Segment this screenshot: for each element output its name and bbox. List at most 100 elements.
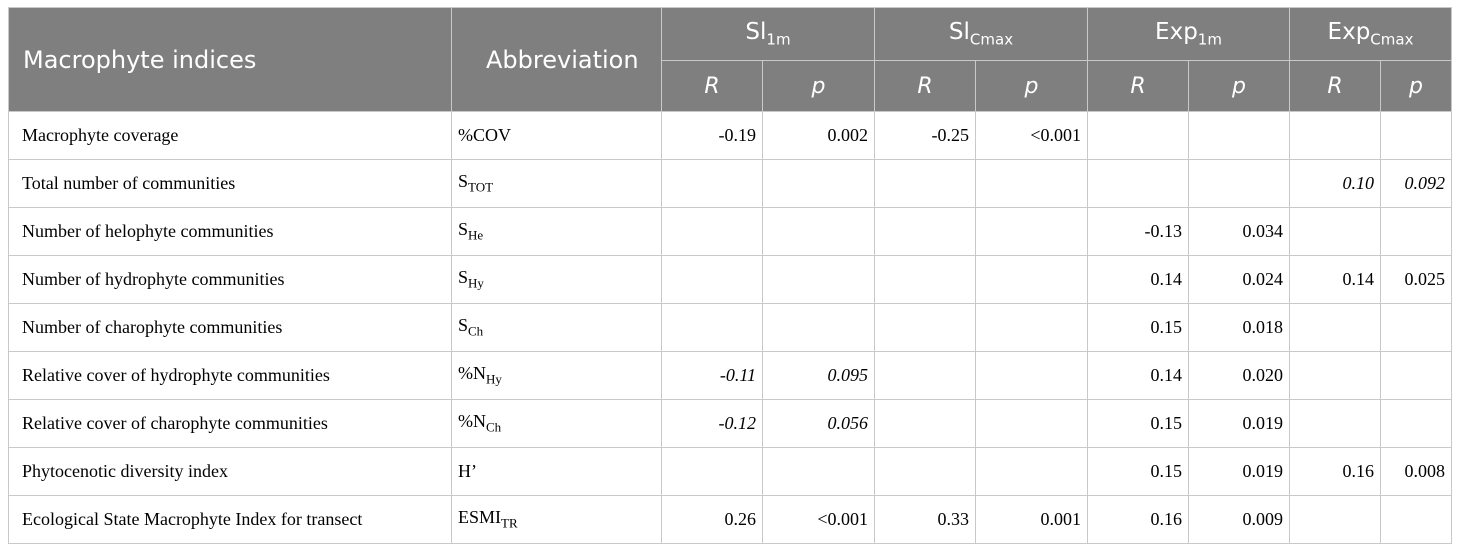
p-value-cell: <0.001: [975, 111, 1088, 160]
abbreviation-cell: SHe: [451, 207, 662, 256]
r-value-cell: [1289, 207, 1381, 256]
r-value-cell: 0.14: [1289, 255, 1381, 304]
table-row: Number of charophyte communities SCh 0.15 0…: [8, 303, 1452, 352]
abbreviation-base: %N: [458, 411, 486, 432]
r-value-cell: [1289, 495, 1381, 544]
abbreviation-base: S: [458, 315, 469, 336]
abbreviation-subscript: Hy: [486, 371, 502, 387]
table-row: Relative cover of hydrophyte communities…: [8, 351, 1452, 400]
r-value-cell: [1289, 351, 1381, 400]
p-value-cell: 0.034: [1188, 207, 1290, 256]
index-name-cell: Number of helophyte communities: [8, 207, 452, 256]
r-value-cell: [661, 255, 763, 304]
index-name-cell: Phytocenotic diversity index: [8, 447, 452, 496]
p-value-cell: 0.024: [1188, 255, 1290, 304]
abbreviation-cell: SHy: [451, 255, 662, 304]
r-value-cell: [874, 255, 976, 304]
abbreviation-base: ESMI: [458, 507, 502, 528]
header-p: p: [762, 60, 875, 112]
table-row: Number of hydrophyte communities SHy 0.14 0…: [8, 255, 1452, 304]
p-value-cell: [1380, 303, 1452, 352]
table-row: Relative cover of charophyte communities…: [8, 399, 1452, 448]
r-value-cell: 0.14: [1087, 255, 1189, 304]
r-value-cell: [1289, 399, 1381, 448]
p-value-cell: [1188, 159, 1290, 208]
r-value-cell: [874, 159, 976, 208]
r-value-cell: [1289, 303, 1381, 352]
header-sl-1m: Sl1m: [661, 7, 875, 61]
p-value-cell: [1380, 399, 1452, 448]
header-r: R: [1087, 60, 1189, 112]
abbreviation-subscript: Ch: [486, 419, 502, 435]
r-value-cell: [1289, 111, 1381, 160]
r-value-cell: 0.16: [1087, 495, 1189, 544]
r-value-cell: 0.16: [1289, 447, 1381, 496]
p-value-cell: [762, 447, 875, 496]
p-value-cell: 0.020: [1188, 351, 1290, 400]
r-value-cell: 0.14: [1087, 351, 1189, 400]
index-name-cell: Number of charophyte communities: [8, 303, 452, 352]
r-value-cell: -0.12: [661, 399, 763, 448]
p-value-cell: [1380, 207, 1452, 256]
r-value-cell: 0.15: [1087, 399, 1189, 448]
abbreviation-base: S: [458, 171, 469, 192]
p-value-cell: [975, 255, 1088, 304]
p-value-cell: [975, 351, 1088, 400]
abbreviation-base: %COV: [458, 125, 511, 145]
table-body: Macrophyte coverage %COV -0.19 0.002 -0.25 <0…: [8, 111, 1452, 544]
r-value-cell: 0.26: [661, 495, 763, 544]
abbreviation-base: %N: [458, 363, 486, 384]
header-p: p: [1188, 60, 1290, 112]
abbreviation-cell: %NHy: [451, 351, 662, 400]
index-name-cell: Relative cover of charophyte communities: [8, 399, 452, 448]
r-value-cell: [661, 303, 763, 352]
p-value-cell: [1380, 495, 1452, 544]
abbreviation-cell: %COV: [451, 111, 662, 160]
r-value-cell: [661, 207, 763, 256]
p-value-cell: [975, 207, 1088, 256]
p-value-cell: 0.018: [1188, 303, 1290, 352]
p-value-cell: [975, 159, 1088, 208]
abbreviation-cell: STOT: [451, 159, 662, 208]
r-value-cell: [1087, 159, 1189, 208]
r-value-cell: [874, 447, 976, 496]
abbreviation-subscript: Ch: [468, 323, 484, 339]
abbreviation-subscript: He: [468, 227, 484, 243]
header-p: p: [975, 60, 1088, 112]
r-value-cell: [874, 351, 976, 400]
header-r: R: [1289, 60, 1381, 112]
abbreviation-subscript: TR: [501, 515, 518, 531]
p-value-cell: 0.056: [762, 399, 875, 448]
table-row: Phytocenotic diversity index H’ 0.15 0.019 0…: [8, 447, 1452, 496]
r-value-cell: -0.25: [874, 111, 976, 160]
r-value-cell: 0.33: [874, 495, 976, 544]
r-value-cell: -0.13: [1087, 207, 1189, 256]
r-value-cell: -0.11: [661, 351, 763, 400]
p-value-cell: 0.095: [762, 351, 875, 400]
r-value-cell: [874, 399, 976, 448]
index-name-cell: Macrophyte coverage: [8, 111, 452, 160]
abbreviation-cell: %NCh: [451, 399, 662, 448]
abbreviation-base: S: [458, 267, 469, 288]
p-value-cell: [762, 207, 875, 256]
abbreviation-cell: ESMITR: [451, 495, 662, 544]
header-sl-cmax: SlCmax: [874, 7, 1088, 61]
p-value-cell: [1380, 351, 1452, 400]
p-value-cell: [975, 303, 1088, 352]
abbreviation-base: H’: [458, 461, 477, 481]
macrophyte-correlation-table: Macrophyte indices Abbreviation Sl1m SlC…: [8, 7, 1452, 544]
abbreviation-cell: H’: [451, 447, 662, 496]
p-value-cell: [762, 303, 875, 352]
header-r: R: [874, 60, 976, 112]
p-value-cell: 0.019: [1188, 399, 1290, 448]
p-value-cell: [975, 399, 1088, 448]
r-value-cell: 0.15: [1087, 447, 1189, 496]
p-value-cell: 0.009: [1188, 495, 1290, 544]
p-value-cell: 0.019: [1188, 447, 1290, 496]
p-value-cell: 0.002: [762, 111, 875, 160]
p-value-cell: <0.001: [762, 495, 875, 544]
p-value-cell: [762, 159, 875, 208]
header-p: p: [1380, 60, 1452, 112]
index-name-cell: Relative cover of hydrophyte communities: [8, 351, 452, 400]
r-value-cell: 0.10: [1289, 159, 1381, 208]
